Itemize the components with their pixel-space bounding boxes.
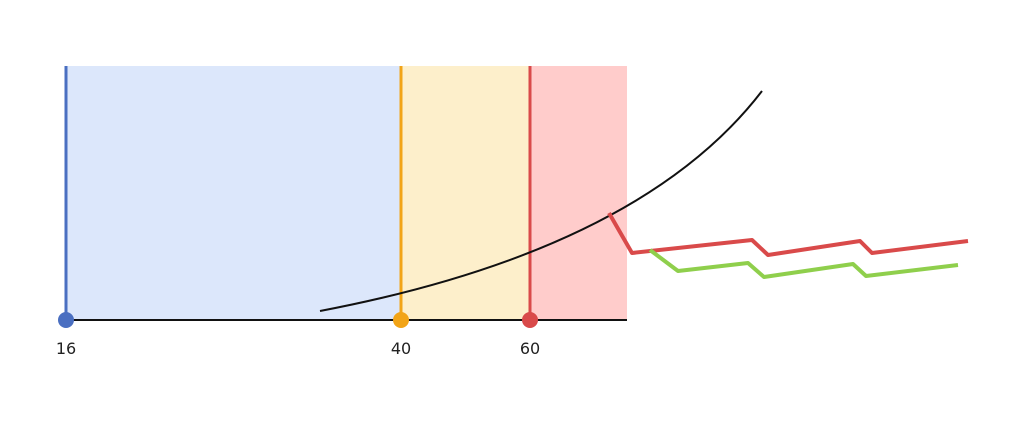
axis-label: 40 bbox=[391, 339, 411, 358]
axis-label: 60 bbox=[520, 339, 540, 358]
red-dot bbox=[522, 312, 538, 328]
blue-zone bbox=[66, 66, 401, 320]
axis-label: 16 bbox=[56, 339, 76, 358]
orange-dot bbox=[393, 312, 409, 328]
yellow-zone bbox=[401, 66, 530, 320]
green-zigzag bbox=[648, 248, 959, 279]
blue-dot bbox=[58, 312, 74, 328]
red-zone bbox=[530, 66, 627, 320]
curve bbox=[319, 90, 763, 312]
red-zigzag bbox=[607, 212, 969, 257]
